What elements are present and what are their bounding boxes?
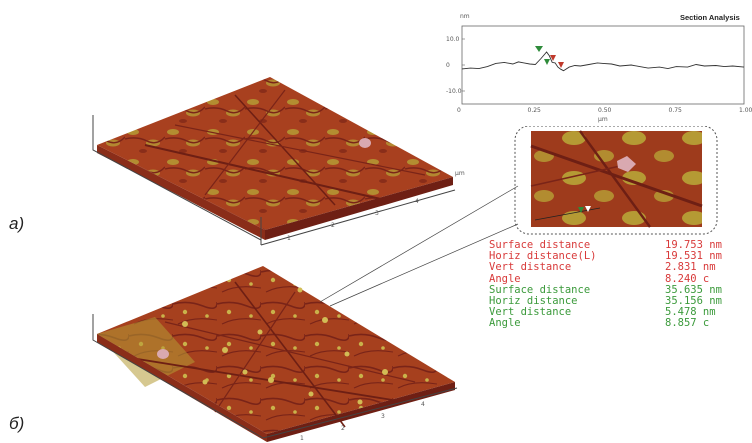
y-unit: nm <box>460 13 470 20</box>
measurement-row: Surface distance 19.753 nm <box>489 239 751 251</box>
afm-3d-image-b: 1 2 3 4 <box>92 266 458 442</box>
profile-markers <box>535 46 564 68</box>
tick-a-3: 3 <box>375 210 379 217</box>
measurement-row: Horiz distance 35.156 nm <box>489 295 751 308</box>
x-tick-label: 1.00 <box>739 107 752 114</box>
measurement-row: Horiz distance(L) 19.531 nm <box>489 250 751 263</box>
measurement-row: Vert distance 5.478 nm <box>489 307 751 318</box>
plot-frame <box>461 25 745 105</box>
measurement-label: Angle <box>489 317 521 330</box>
measurement-label: Vert distance <box>489 261 572 274</box>
measurement-label: Angle <box>489 272 521 285</box>
tick-b-3: 3 <box>381 413 385 420</box>
x-unit: µm <box>598 116 608 123</box>
y-tick-label: -10.0 <box>446 88 462 95</box>
marker-red-1 <box>550 55 556 61</box>
marker-green-2 <box>544 59 550 65</box>
tick-b-2: 2 <box>341 425 345 432</box>
unit-a: µm <box>455 170 465 177</box>
surface-b <box>97 266 455 434</box>
inset-frame <box>514 126 718 235</box>
x-tick-label: 0 <box>457 107 461 114</box>
tick-a-1: 1 <box>287 235 291 242</box>
panel-label-a: а) <box>9 214 25 233</box>
measurement-value: 19.753 nm <box>665 239 722 251</box>
measurement-value: 2.831 nm <box>665 261 716 274</box>
tick-b-1: 1 <box>300 435 304 442</box>
measurement-value: 19.531 nm <box>665 250 722 263</box>
measurement-value: 8.240 с <box>665 272 710 285</box>
measurement-label: Vert distance <box>489 306 572 319</box>
y-tick-label: 10.0 <box>446 36 460 43</box>
inset-particle <box>617 156 636 172</box>
measurement-row: Angle 8.857 с <box>489 318 751 329</box>
tick-b-4: 4 <box>421 401 425 408</box>
profile-line <box>461 51 745 72</box>
particle-b <box>157 349 169 359</box>
panel-label-b: б) <box>9 414 25 433</box>
measurement-value: 5.478 nm <box>665 306 716 319</box>
measurements-table: Surface distance 19.753 nm Horiz distance(… <box>489 239 751 330</box>
connector-line-1 <box>320 185 519 303</box>
section-title: Section Analysis <box>680 13 740 22</box>
zoom-inset-group <box>320 126 718 307</box>
x-tick-label: 0.25 <box>528 107 542 114</box>
measurement-value: 35.156 nm <box>665 295 722 308</box>
afm-3d-image-a: 1 2 3 4 µm <box>92 77 465 246</box>
marker-green-1 <box>535 46 543 52</box>
tick-a-2: 2 <box>331 222 335 229</box>
surface-a <box>97 77 453 230</box>
measurement-row: Vert distance 2.831 nm <box>489 262 751 273</box>
measurement-label: Surface distance <box>489 239 591 251</box>
measurement-row: Angle 8.240 с <box>489 272 751 285</box>
particle-a <box>359 138 371 148</box>
connector-line-2 <box>329 223 519 307</box>
inset-image <box>531 131 702 227</box>
section-profile-chart: Section Analysis nm 10.0 0 -10.0 0 0.25 0.50… <box>446 13 752 123</box>
x-tick-label: 0.75 <box>669 107 683 114</box>
x-tick-label: 0.50 <box>598 107 612 114</box>
measurement-value: 35.635 nm <box>665 283 722 296</box>
y-tick-label: 0 <box>446 62 450 69</box>
measurement-value: 8.857 с <box>665 317 710 330</box>
measurement-row: Surface distance 35.635 nm <box>489 283 751 296</box>
measurement-label: Surface distance <box>489 283 591 296</box>
tick-a-4: 4 <box>415 198 419 205</box>
measurement-label: Horiz distance <box>489 295 578 308</box>
measurement-label: Horiz distance(L) <box>489 250 597 263</box>
marker-red-2 <box>558 62 564 68</box>
